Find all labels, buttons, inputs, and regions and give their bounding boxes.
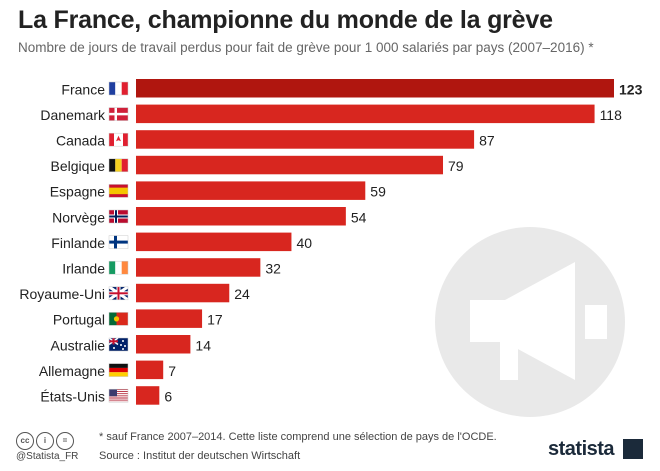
value-label: 7 [168,363,176,379]
australia-flag-icon [108,337,129,352]
value-label: 14 [195,337,211,353]
bar-norv-ge [136,207,346,226]
denmark-flag-icon [108,107,129,121]
category-label: Belgique [51,158,106,174]
bar-portugal [136,309,203,328]
bar-états-unis [136,386,160,405]
footnote: * sauf France 2007–2014. Cette liste com… [99,431,497,443]
uk-flag-icon [108,285,129,302]
creative-commons-icon: cc [16,432,34,450]
twitter-handle[interactable]: @Statista_FR [16,451,79,462]
category-label: Danemark [40,107,106,123]
value-label: 118 [600,107,623,123]
canada-flag-icon [108,132,129,147]
finland-flag-icon [108,235,129,249]
category-label: Irlande [62,260,105,276]
value-label: 59 [370,184,386,200]
megaphone-watermark-icon [435,227,625,417]
statista-logo-icon [623,439,643,459]
bar-australie [136,335,191,354]
category-label: Portugal [53,312,105,328]
norway-flag-icon [108,209,129,224]
category-label: France [61,81,105,97]
category-label: Royaume-Uni [19,286,105,302]
value-label: 17 [207,312,223,328]
value-label: 123 [619,81,643,97]
value-label: 32 [265,260,281,276]
bar-allemagne [136,360,164,380]
portugal-flag-icon [108,312,129,326]
attribution-icon: i [36,432,54,450]
ireland-flag-icon [108,260,129,275]
category-label: Canada [56,132,105,148]
germany-flag-icon [108,363,129,377]
statista-logo[interactable]: statista [548,438,615,460]
value-label: 54 [351,209,367,225]
category-label: Norvège [52,209,105,225]
france-flag-icon [108,81,129,96]
chart-title: La France, championne du monde de la grè… [18,6,553,34]
category-label: États-Unis [40,388,105,404]
value-label: 40 [296,235,312,251]
bar-france [136,79,614,98]
bar-finlande [136,232,292,252]
category-label: Espagne [50,184,105,200]
bar-canada [136,130,475,149]
usa-flag-icon [108,388,129,403]
bar-irlande [136,258,261,277]
value-label: 87 [479,132,495,148]
no-derivatives-icon: = [56,432,74,450]
category-label: Finlande [51,235,105,251]
license-icons: cc i = [16,430,76,450]
belgium-flag-icon [108,158,129,173]
value-label: 6 [164,388,172,404]
value-label: 24 [234,286,250,302]
category-label: Australie [51,337,106,353]
category-label: Allemagne [39,363,105,379]
bar-belgique [136,155,444,175]
value-label: 79 [448,158,464,174]
spain-flag-icon [108,184,129,198]
source-text: Source : Institut der deutschen Wirtscha… [99,450,301,462]
bar-danemark [136,104,595,124]
chart-subtitle: Nombre de jours de travail perdus pour f… [18,40,594,55]
bar-espagne [136,181,366,200]
bar-royaume-uni [136,283,230,303]
